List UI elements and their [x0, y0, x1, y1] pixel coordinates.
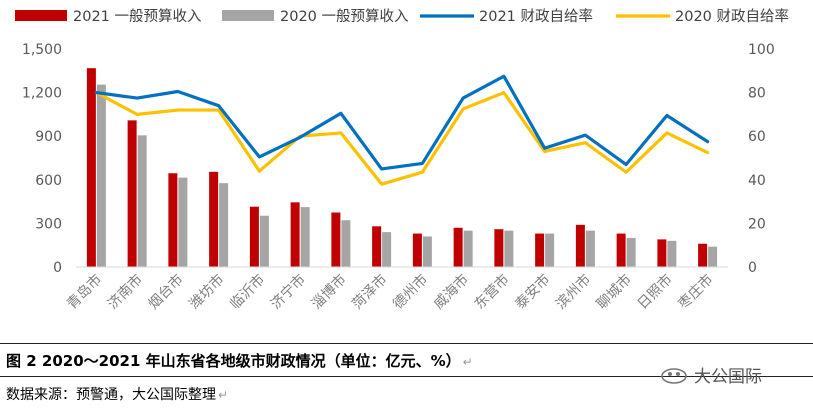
bar-2021-revenue	[372, 226, 382, 267]
bar-2020-revenue	[300, 207, 310, 267]
legend-entry: 2021 财政自给率	[420, 8, 593, 25]
paragraph-mark: ↵	[462, 355, 473, 369]
chart-legend: 2021 一般预算收入 2020 一般预算收入 2021 财政自给率 2020 财政自…	[15, 8, 789, 25]
right-y-tick-label: 60	[748, 129, 766, 145]
bar-2020-revenue	[585, 230, 595, 267]
figure-caption: 图 2 2020～2021 年山东省各地级市财政情况（单位：亿元、%） ↵	[6, 350, 473, 371]
left-y-tick-label: 900	[35, 129, 62, 145]
legend-label: 2021 一般预算收入	[73, 8, 202, 25]
caption-top-rule	[0, 343, 813, 344]
left-y-tick-label: 300	[35, 216, 62, 232]
legend-label: 2020 财政自给率	[675, 8, 789, 25]
brand-name: 大公国际	[694, 367, 762, 387]
x-tick-label: 烟台市	[145, 271, 187, 313]
bar-2021-revenue	[86, 68, 96, 268]
figure-source-text: 数据来源：预警通，大公国际整理	[6, 387, 216, 403]
bar-2021-revenue	[290, 202, 300, 267]
x-tick-label: 枣庄市	[675, 271, 717, 313]
x-tick-label: 滨州市	[552, 271, 594, 313]
bar-2021-revenue	[412, 233, 422, 267]
legend-label: 2021 财政自给率	[479, 8, 593, 25]
bar-2021-revenue	[249, 206, 259, 267]
x-tick-label: 东营市	[471, 271, 513, 313]
bar-2021-revenue	[616, 233, 626, 267]
bar-2021-revenue	[453, 227, 463, 267]
left-y-tick-label: 1,200	[22, 86, 62, 102]
bar-2021-revenue	[127, 120, 137, 267]
x-tick-label: 济南市	[104, 271, 146, 313]
bar-2021-revenue	[535, 233, 545, 267]
x-tick-label: 潍坊市	[186, 271, 228, 313]
bar-2020-revenue	[259, 215, 269, 267]
right-y-tick-label: 0	[748, 260, 757, 276]
paragraph-mark: ↵	[218, 388, 229, 402]
x-tick-label: 济宁市	[267, 271, 309, 313]
x-axis-labels: 青岛市 济南市 烟台市 潍坊市 临沂市 济宁市 淄博市 菏泽市 德州市 威海市 东营市 泰安市 滨州市聊…	[63, 271, 716, 313]
left-y-axis: 0 300 600 900 1,200 1,500	[22, 42, 62, 276]
bar-series-group	[86, 68, 718, 268]
right-y-tick-label: 100	[748, 42, 775, 58]
x-tick-label: 威海市	[430, 271, 472, 313]
x-tick-label: 菏泽市	[349, 271, 391, 313]
x-tick-label: 泰安市	[512, 271, 554, 313]
bar-2020-revenue	[178, 177, 188, 267]
line-2021-self-sufficiency	[94, 74, 710, 171]
line-series-group	[94, 74, 710, 186]
line-2020-self-sufficiency	[94, 90, 710, 186]
dagong-logo-icon	[661, 367, 687, 384]
right-y-tick-label: 40	[748, 173, 766, 189]
bar-2020-revenue	[341, 220, 351, 267]
caption-bottom-rule	[0, 376, 813, 377]
legend-entry: 2020 一般预算收入	[222, 8, 409, 25]
legend-entry: 2021 一般预算收入	[15, 8, 202, 25]
bar-2020-revenue	[219, 183, 229, 267]
right-y-axis: 0 20 40 60 80 100	[748, 42, 775, 276]
bar-2020-revenue	[463, 230, 473, 267]
bar-2020-revenue	[504, 230, 514, 267]
x-tick-label: 德州市	[389, 271, 431, 313]
bar-2021-revenue	[331, 212, 341, 267]
bar-2020-revenue	[382, 232, 392, 267]
legend-swatch	[15, 10, 67, 21]
bar-2020-revenue	[667, 240, 677, 267]
left-y-tick-label: 1,500	[22, 42, 62, 58]
x-tick-label: 青岛市	[63, 271, 105, 313]
right-y-tick-label: 80	[748, 86, 766, 102]
x-tick-label: 聊城市	[593, 271, 635, 313]
x-tick-label: 淄博市	[308, 271, 350, 313]
figure-source: 数据来源：预警通，大公国际整理 ↵	[6, 384, 228, 404]
bar-2021-revenue	[657, 239, 667, 267]
bar-2020-revenue	[96, 84, 106, 268]
left-y-tick-label: 600	[35, 173, 62, 189]
right-y-tick-label: 20	[748, 216, 766, 232]
legend-entry: 2020 财政自给率	[616, 8, 789, 25]
bar-2020-revenue	[137, 135, 147, 267]
bar-2020-revenue	[545, 233, 555, 267]
bar-2020-revenue	[708, 246, 718, 267]
legend-swatch	[222, 10, 274, 21]
x-tick-label: 临沂市	[226, 271, 268, 313]
left-y-tick-label: 0	[53, 260, 62, 276]
figure-caption-text: 图 2 2020～2021 年山东省各地级市财政情况（单位：亿元、%）	[6, 352, 461, 370]
x-tick-label: 日照市	[634, 271, 676, 313]
bar-2021-revenue	[209, 171, 219, 267]
bar-2021-revenue	[698, 243, 708, 267]
bar-2021-revenue	[494, 229, 504, 267]
bar-2021-revenue	[575, 224, 585, 267]
brand-watermark: 大公国际	[660, 362, 762, 387]
bar-2020-revenue	[626, 237, 636, 267]
bar-2021-revenue	[168, 173, 178, 267]
bar-2020-revenue	[422, 236, 432, 267]
legend-label: 2020 一般预算收入	[280, 8, 409, 25]
